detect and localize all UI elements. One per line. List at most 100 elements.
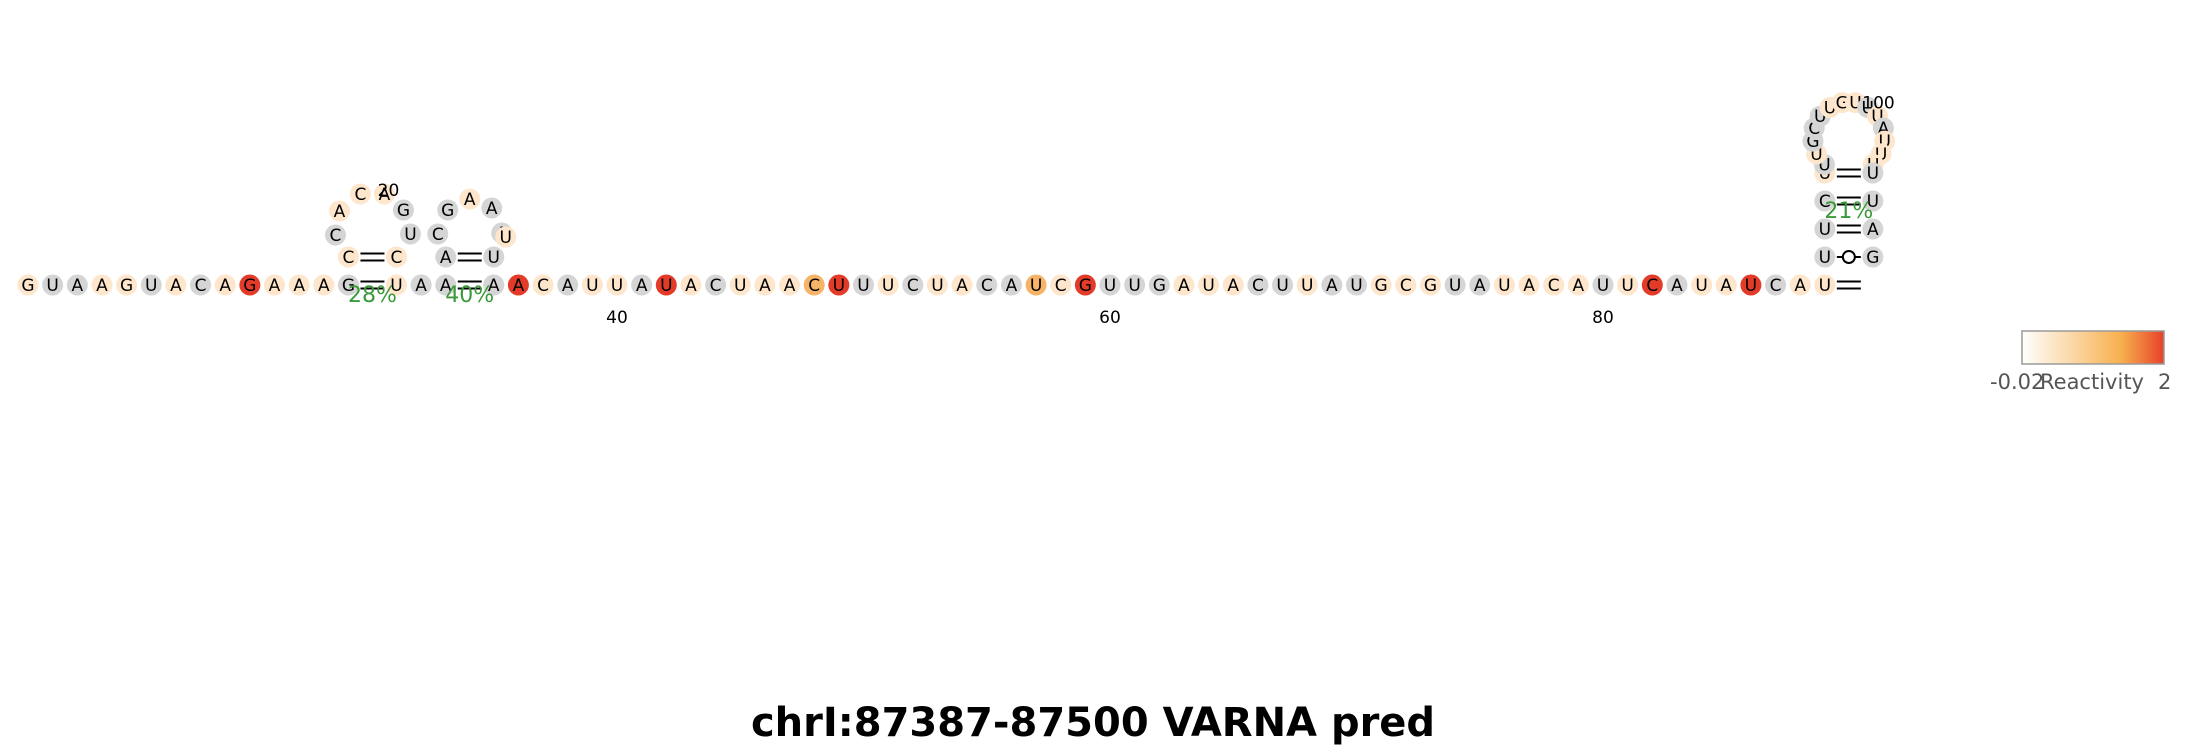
nucleotide-circle	[1173, 274, 1195, 296]
nucleotide-letter: A	[956, 276, 968, 296]
nucleotide: A	[1000, 274, 1022, 296]
nucleotide-circle	[1691, 274, 1713, 296]
nucleotide: C	[337, 246, 359, 268]
nucleotide: U	[1617, 274, 1639, 296]
nucleotide-circle	[1074, 274, 1096, 296]
nucleotide-letter: A	[1523, 276, 1535, 296]
nucleotide-circle	[1025, 274, 1047, 296]
nucleotide-letter: C	[808, 276, 820, 296]
nucleotide: A	[1321, 274, 1343, 296]
nucleotide-circle	[828, 274, 850, 296]
nucleotide-circle	[779, 274, 801, 296]
nucleotide-letter: C	[1646, 276, 1658, 296]
nucleotide-letter: C	[1808, 119, 1820, 139]
nucleotide-letter: C	[1400, 276, 1412, 296]
nucleotide-letter: U	[1597, 276, 1609, 296]
nucleotide-circle	[1198, 274, 1220, 296]
nucleotide-circle	[877, 274, 899, 296]
nucleotide: A	[507, 274, 529, 296]
nucleotide-circle	[313, 274, 335, 296]
nucleotide: U	[655, 274, 677, 296]
nucleotide: A	[481, 197, 503, 219]
nucleotide-circle	[1715, 274, 1737, 296]
nucleotide-circle	[754, 274, 776, 296]
nucleotide: A	[1222, 274, 1244, 296]
nucleotide-letter: G	[243, 276, 256, 296]
nucleotide-letter: C	[195, 276, 207, 296]
nucleotide: A	[1518, 274, 1540, 296]
nucleotide: A	[754, 274, 776, 296]
nucleotide: U	[140, 274, 162, 296]
nucleotide: U	[1025, 274, 1047, 296]
nucleotide-circle	[239, 274, 261, 296]
nucleotide-letter: A	[415, 276, 427, 296]
nucleotide: U	[1346, 274, 1367, 296]
nucleotide: U	[385, 274, 407, 296]
nucleotide: C	[190, 274, 212, 296]
nucleotide-letter: U	[734, 276, 746, 296]
nucleotide-letter: U	[404, 225, 416, 245]
base-pair-bonds	[360, 168, 1861, 290]
nucleotide-letter: U	[660, 276, 672, 296]
nucleotide: G	[1074, 274, 1096, 296]
nucleotide-circle	[214, 274, 236, 296]
nucleotide-letter: A	[1671, 276, 1683, 296]
nucleotide-circle	[655, 274, 677, 296]
nucleotide-circle	[557, 274, 579, 296]
nucleotide: A	[557, 274, 579, 296]
nucleotide-circle	[1296, 274, 1318, 296]
nucleotide: G	[1370, 274, 1392, 296]
nucleotide-circle	[1247, 274, 1269, 296]
nucleotide-letter: A	[1720, 276, 1732, 296]
nucleotide-letter: A	[784, 276, 796, 296]
legend-min-label: -0.02	[1990, 370, 2044, 394]
nucleotide-circle	[1567, 274, 1589, 296]
nucleotide: A	[165, 274, 187, 296]
nucleotide-circle	[437, 199, 459, 221]
page-title: chrI:87387-87500 VARNA pred	[750, 700, 1436, 746]
nucleotide: A	[1567, 274, 1589, 296]
nucleotide: A	[1173, 274, 1195, 296]
nucleotide-circle	[1862, 190, 1884, 212]
nucleotide-circle	[902, 274, 924, 296]
nucleotide-letter: A	[685, 276, 697, 296]
nucleotide-circle	[926, 274, 948, 296]
nucleotide: C	[902, 274, 924, 296]
nucleotide: U	[1296, 274, 1318, 296]
nucleotide-letter: U	[500, 228, 512, 248]
nucleotide-circle	[532, 274, 554, 296]
nucleotide: A	[91, 274, 113, 296]
nucleotide-circle	[803, 274, 825, 296]
nucleotide-letter: A	[513, 276, 525, 296]
nucleotide-circle	[328, 200, 350, 222]
nucleotide-circle	[385, 246, 407, 268]
nucleotide-circle	[17, 274, 39, 296]
nucleotide-circle	[705, 274, 727, 296]
nucleotide-letter: A	[71, 276, 83, 296]
nucleotide: U	[606, 274, 628, 296]
nucleotide: C	[1765, 274, 1787, 296]
nucleotide-circle	[1370, 274, 1392, 296]
nucleotide: A	[779, 274, 801, 296]
nucleotide-circle	[1419, 274, 1441, 296]
nucleotide-circle	[631, 274, 653, 296]
nucleotide-letter: C	[537, 276, 549, 296]
nucleotide-letter: C	[1548, 276, 1560, 296]
nucleotide-letter: U	[1301, 276, 1313, 296]
nucleotide-circle	[1395, 274, 1417, 296]
nucleotide-letter: U	[1498, 276, 1510, 296]
nucleotide-letter: G	[441, 201, 454, 221]
nucleotide: A	[1715, 274, 1737, 296]
nucleotide-circle	[483, 274, 505, 296]
nucleotide-circle	[1862, 246, 1884, 268]
nucleotide-letter: U	[1819, 248, 1831, 268]
nucleotide-letter: C	[1252, 276, 1264, 296]
nucleotide-letter: G	[1375, 276, 1388, 296]
nucleotide-letter: C	[330, 226, 342, 246]
nucleotide-circle	[1000, 274, 1022, 296]
nucleotide: U	[495, 226, 517, 248]
nucleotide-letter: A	[1326, 276, 1338, 296]
nucleotide-circle	[190, 274, 212, 296]
nucleotide-circle	[1346, 274, 1367, 296]
